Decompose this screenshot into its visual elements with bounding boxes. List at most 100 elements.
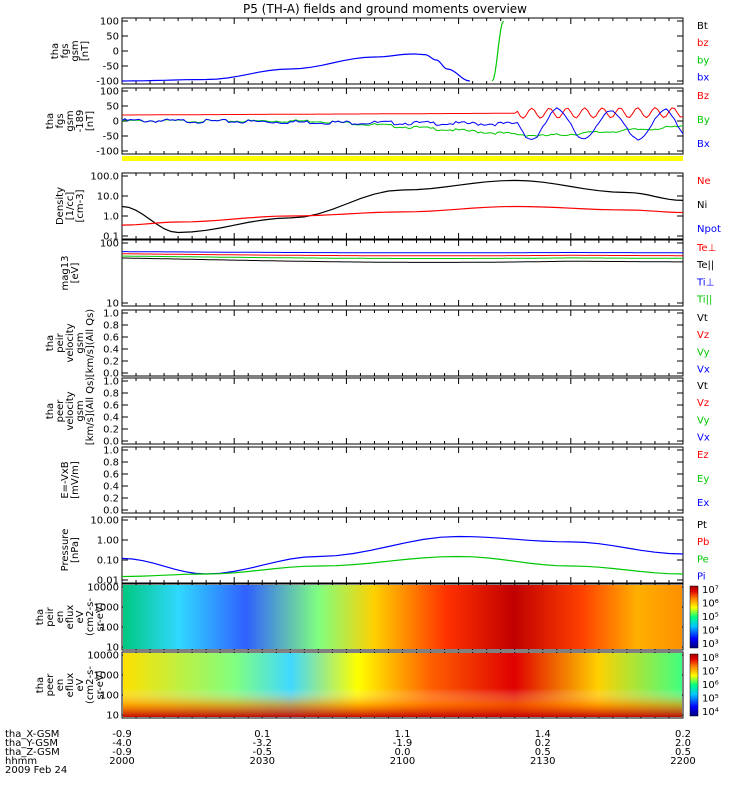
ephemeris-value: -0.9 [112, 747, 132, 758]
y-tick-label: 100 [100, 691, 119, 702]
ephemeris-value: 1.1 [395, 729, 411, 740]
y-tick-label: 0.0 [103, 506, 119, 517]
panel-pressure: 10.00 1.00 0.10 0.01 Pressure [nPa] Pt Pb Pe Pi [60, 516, 709, 587]
y-tick-label: 0.10 [97, 556, 119, 567]
y-axis-label: Density [55, 187, 66, 225]
y-tick-label: 1.00 [97, 536, 119, 547]
legend-entry: Vy [697, 347, 710, 358]
y-tick-label: 1000 [94, 671, 119, 682]
y-axis-label: en [55, 679, 66, 692]
ephemeris-value: 0.1 [254, 729, 270, 740]
legend-entry: Vy [697, 415, 710, 426]
series-by [491, 20, 505, 82]
legend-entry: Pb [697, 537, 709, 548]
y-axis-label: [nT] [85, 111, 96, 131]
y-axis-label: [nT] [80, 41, 91, 61]
y-tick-label: -50 [103, 132, 119, 143]
y-axis-label: sr-eV) [95, 602, 106, 631]
y-tick-label: 1.0 [103, 309, 119, 320]
y-axis-label: gsm [65, 110, 76, 131]
y-tick-label: 100 [100, 623, 119, 634]
y-tick-label: -100 [96, 77, 119, 88]
spectrogram-frame [121, 651, 684, 719]
colorbar-tick-label: 10³ [702, 639, 719, 650]
legend-entry: Vx [697, 364, 710, 375]
colorbar-tick-label: 10⁸ [702, 653, 719, 664]
y-tick-label: 0.6 [103, 470, 119, 481]
legend-entry: Pe [697, 554, 709, 565]
temp-traces [121, 251, 683, 263]
ephemeris-value: -1.9 [393, 738, 413, 749]
y-tick-label: 10 [106, 643, 119, 654]
legend-entry: Ex [697, 498, 709, 509]
y-axis-label: -189 [75, 110, 86, 133]
electron-spectrogram-low-energy [123, 653, 682, 717]
y-axis-label: peer [45, 673, 56, 697]
y-axis-label: velocity [65, 391, 76, 430]
series-Pe [121, 555, 684, 578]
legend-entry: Bt [697, 21, 708, 32]
y-tick-label: 100 [100, 17, 119, 28]
y-tick-label: 1000 [94, 603, 119, 614]
colorbar [689, 585, 699, 649]
y-axis-label: (cm2-s- [85, 598, 96, 636]
y-axis-label: [1/cc] [65, 192, 76, 221]
ion-spectrogram [123, 585, 682, 649]
y-tick-label: 1.0 [103, 446, 119, 457]
y-tick-label: 1.0 [103, 212, 119, 223]
ephemeris-value: 1.4 [535, 729, 551, 740]
y-tick-label: 0.01 [97, 576, 119, 587]
series-Ni [121, 179, 684, 234]
y-tick-label: 0.4 [103, 482, 119, 493]
series-bx [121, 53, 470, 82]
y-axis-label: tha [45, 335, 56, 351]
y-tick-label: 0.4 [103, 345, 119, 356]
panel-density: 100.0 10.0 1.0 0.1 Density [1/cc] [cm-3] Ne Ni Np… [55, 172, 721, 243]
series-Bx [121, 107, 684, 141]
panel-frame [121, 309, 684, 377]
y-axis-label: eV [75, 610, 86, 623]
ephemeris-row-label: hhmm [5, 756, 37, 767]
y-tick-label: 0 [113, 117, 119, 128]
panel-temp: 100 10 mag13 [eV] Te⊥ Te|| Ti⊥ Ti|| [60, 239, 716, 310]
y-axis-label: eflux [65, 605, 76, 630]
quality-flag-bar [122, 156, 683, 161]
y-tick-label: 10 [106, 711, 119, 722]
chart-series-group [121, 179, 684, 234]
colorbar-tick-label: 10⁷ [702, 585, 719, 596]
y-axis-label: velocity [65, 323, 76, 362]
y-axis-label: Pressure [60, 529, 71, 572]
colorbar-tick-label: 10⁵ [702, 612, 719, 623]
series-Ti-par [121, 255, 683, 259]
y-axis-label: [eV] [70, 263, 81, 284]
legend-entry: Ez [697, 450, 709, 461]
y-axis-label: gsm [75, 332, 86, 353]
y-tick-label: -50 [103, 62, 119, 73]
y-axis-label: tha [35, 677, 46, 693]
colorbar-tick-label: 10⁷ [702, 667, 719, 678]
ephemeris-value: 0.5 [675, 747, 691, 758]
y-tick-label: 0.0 [103, 369, 119, 380]
fgs2-traces [121, 106, 684, 161]
y-axis-label: en [55, 611, 66, 624]
chart-series-group [121, 20, 505, 82]
legend-entry: By [697, 115, 710, 126]
y-tick-label: 0.6 [103, 401, 119, 412]
chart-series-group [121, 535, 684, 578]
legend-entry: by [697, 55, 709, 66]
y-axis-label: tha [50, 43, 61, 59]
legend-entry: Ti⊥ [696, 277, 714, 288]
legend-entry: Bx [697, 139, 710, 150]
panel-frame [121, 17, 684, 85]
y-tick-label: 50 [106, 32, 119, 43]
y-axis-label: mag13 [60, 256, 71, 291]
panel-frame [121, 239, 684, 307]
y-tick-label: 0 [113, 47, 119, 58]
y-tick-label: 0.6 [103, 333, 119, 344]
panel-frame [121, 516, 684, 584]
legend-entry: bz [697, 38, 709, 49]
legend-entry: Vz [697, 330, 709, 341]
ephemeris-value: 2100 [390, 756, 415, 767]
legend-entry: Ti|| [696, 294, 712, 305]
